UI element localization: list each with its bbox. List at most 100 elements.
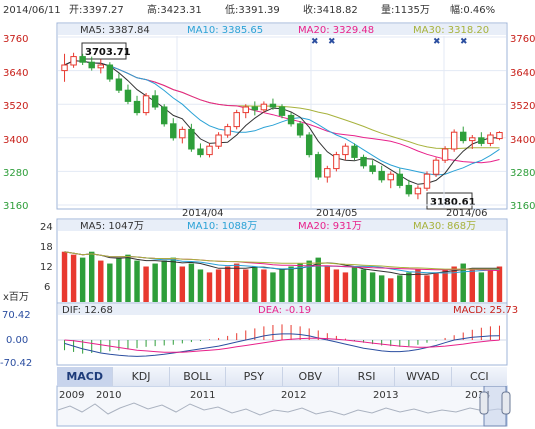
y-tick-label: 3640 (510, 68, 535, 79)
header-change: 幅:0.46% (450, 3, 495, 16)
volume-bar (134, 260, 140, 302)
y-tick-label: 3160 (510, 201, 535, 212)
x-tick-label: 2014/05 (316, 208, 358, 219)
tab-rsi[interactable]: RSI (338, 367, 396, 386)
header-volume: 量:1135万 (381, 4, 430, 16)
macd-y-tick: 0.00 (6, 335, 28, 346)
year-label: 2012 (281, 390, 306, 401)
volume-bar (369, 272, 376, 302)
candle-body (88, 61, 95, 69)
candle-body (396, 173, 404, 186)
candle-body (278, 106, 286, 116)
volume-bar (252, 266, 258, 302)
candle-body (333, 154, 340, 170)
candle-body (369, 165, 376, 172)
volume-bar (342, 272, 349, 302)
vol-ma30-line (64, 251, 500, 270)
candle-body (315, 154, 322, 178)
candle-body (124, 89, 132, 102)
tab-cci[interactable]: CCI (451, 367, 507, 386)
volume-bar (261, 269, 267, 302)
year-label: 2011 (190, 390, 215, 401)
volume-bar (360, 269, 367, 302)
y-tick-label: 3760 (510, 34, 535, 45)
volume-bar (424, 275, 430, 302)
volume-bar (88, 251, 95, 302)
vol-ma5-line (64, 251, 500, 276)
vol-legend-ma30-label: MA30: (413, 221, 445, 232)
indicator-tab-bar: MACD KDJ BOLL PSY OBV RSI WVAD CCI (57, 367, 507, 386)
y-tick-label: 3520 (510, 101, 535, 112)
volume-bar (297, 263, 303, 302)
event-marker-icon[interactable]: ✖ (433, 37, 441, 47)
volume-bar (170, 257, 176, 302)
legend-dif: DIF: 12.68 (62, 305, 113, 316)
volume-bar (469, 269, 476, 302)
volume-bar (288, 266, 294, 302)
overview-line (57, 402, 507, 416)
volume-bar (333, 269, 340, 302)
vol-legend-ma5: MA5: 1047万 (80, 221, 144, 232)
candle-body (79, 56, 86, 63)
candle-body (142, 95, 150, 114)
y-tick-label: 3520 (3, 101, 28, 112)
y-tick-label: 3280 (3, 168, 28, 179)
volume-bar (315, 257, 321, 302)
tab-kdj[interactable]: KDJ (113, 367, 170, 386)
low-annotation: 3180.61 (430, 197, 476, 208)
event-marker-icon[interactable]: ✖ (460, 37, 468, 47)
candle-body (170, 123, 177, 139)
volume-bar (397, 275, 403, 302)
tab-macd[interactable]: MACD (57, 367, 114, 386)
volume-bar (243, 269, 249, 302)
macd-y-tick: -70.42 (0, 358, 32, 369)
candle-body (387, 173, 394, 181)
candle-body (496, 132, 503, 140)
candle-body (305, 134, 313, 156)
overview-frame[interactable] (56, 385, 508, 427)
event-marker-icon[interactable]: ✖ (328, 37, 336, 47)
candle-body (296, 123, 304, 136)
price-grid (58, 36, 506, 208)
range-handle-right[interactable] (501, 391, 511, 415)
tab-obv[interactable]: OBV (282, 367, 339, 386)
candle-body (269, 103, 277, 108)
volume-bar (406, 272, 412, 302)
high-annotation: 3703.71 (85, 47, 131, 58)
vol-legend-ma20: MA20: 931万 (298, 221, 362, 232)
volume-bar (351, 266, 358, 302)
candle-body (469, 137, 476, 142)
candle-body (423, 173, 431, 189)
candle-body (242, 106, 249, 114)
legend-ma20: MA20: 3329.48 (298, 25, 374, 36)
header-close: 收:3418.82 (303, 3, 358, 16)
volume-bar (161, 260, 167, 302)
high-annotation-box (81, 42, 127, 60)
vol-y-tick: 6 (44, 282, 50, 293)
y-tick-label: 3280 (510, 168, 535, 179)
year-label: 2014 (465, 390, 490, 401)
tab-psy[interactable]: PSY (226, 367, 283, 386)
candle-body (188, 128, 195, 150)
candle-body (432, 159, 440, 175)
volume-bars (61, 251, 503, 302)
price-y-axis: 3760 3640 3520 3400 3280 3160 3760 3640 … (3, 34, 535, 212)
candles (61, 52, 503, 200)
y-tick-label: 3400 (3, 135, 28, 146)
volume-bar (451, 266, 457, 302)
macd-y-tick: 70.42 (2, 310, 31, 321)
overview-year-labels: 2009 2010 2011 2012 2013 2014 (59, 390, 490, 401)
price-legend-bar (58, 24, 506, 35)
legend-ma30: MA30: 3318.20 (413, 25, 489, 36)
candle-body (260, 103, 268, 111)
volume-bar (233, 263, 240, 302)
tab-boll[interactable]: BOLL (169, 367, 227, 386)
vol-y-tick: 18 (40, 242, 53, 253)
candle-body (206, 145, 213, 156)
volume-bar (442, 269, 448, 302)
range-handle-left[interactable] (479, 391, 489, 415)
volume-bar (98, 260, 104, 302)
event-marker-icon[interactable]: ✖ (311, 37, 319, 47)
tab-wvad[interactable]: WVAD (395, 367, 452, 386)
